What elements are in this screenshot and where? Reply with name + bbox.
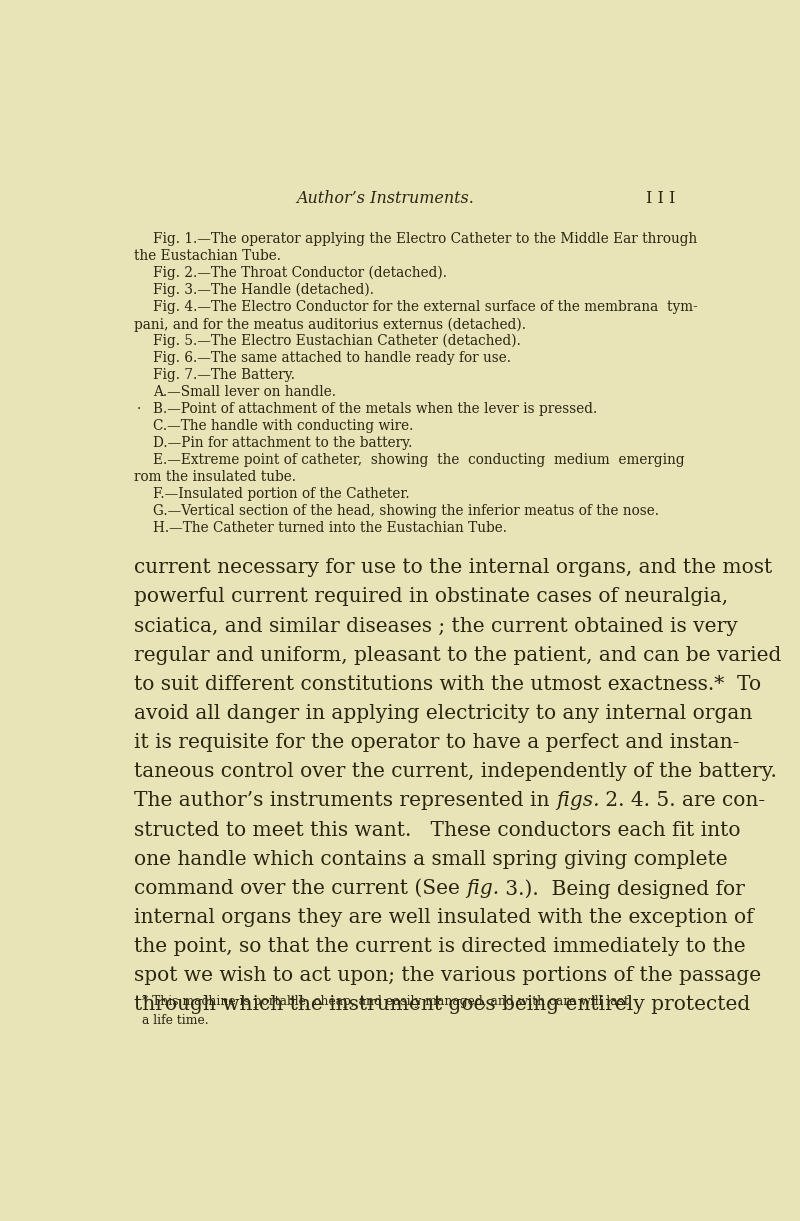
- Text: it is requisite for the operator to have a perfect and instan-: it is requisite for the operator to have…: [134, 733, 739, 752]
- Text: The author’s instruments represented in: The author’s instruments represented in: [134, 791, 556, 811]
- Text: A.—Small lever on handle.: A.—Small lever on handle.: [153, 385, 336, 399]
- Text: Fig. 4.—The Electro Conductor for the external surface of the membrana  tym-: Fig. 4.—The Electro Conductor for the ex…: [153, 300, 698, 314]
- Text: internal organs they are well insulated with the exception of: internal organs they are well insulated …: [134, 908, 754, 927]
- Text: a life time.: a life time.: [142, 1013, 209, 1027]
- Text: F.—Insulated portion of the Catheter.: F.—Insulated portion of the Catheter.: [153, 487, 410, 501]
- Text: Fig. 2.—The Throat Conductor (detached).: Fig. 2.—The Throat Conductor (detached).: [153, 266, 446, 281]
- Text: D.—Pin for attachment to the battery.: D.—Pin for attachment to the battery.: [153, 436, 412, 449]
- Text: Fig. 3.—The Handle (detached).: Fig. 3.—The Handle (detached).: [153, 283, 374, 297]
- Text: E.—Extreme point of catheter,  showing  the  conducting  medium  emerging: E.—Extreme point of catheter, showing th…: [153, 453, 684, 466]
- Text: fig.: fig.: [466, 879, 499, 897]
- Text: one handle which contains a small spring giving complete: one handle which contains a small spring…: [134, 850, 728, 869]
- Text: 3.).  Being designed for: 3.). Being designed for: [499, 879, 746, 899]
- Text: C.—The handle with conducting wire.: C.—The handle with conducting wire.: [153, 419, 413, 432]
- Text: 2. 4. 5. are con-: 2. 4. 5. are con-: [599, 791, 766, 811]
- Text: command over the current (See: command over the current (See: [134, 879, 466, 897]
- Text: H.—The Catheter turned into the Eustachian Tube.: H.—The Catheter turned into the Eustachi…: [153, 520, 506, 535]
- Text: * This machine is portable, cheap, and easily managed, and with care will last: * This machine is portable, cheap, and e…: [142, 995, 629, 1009]
- Text: ·: ·: [138, 402, 142, 416]
- Text: pani, and for the meatus auditorius externus (detached).: pani, and for the meatus auditorius exte…: [134, 317, 526, 332]
- Text: Author’s Instruments.: Author’s Instruments.: [296, 190, 474, 208]
- Text: powerful current required in obstinate cases of neuralgia,: powerful current required in obstinate c…: [134, 587, 728, 607]
- Text: rom the insulated tube.: rom the insulated tube.: [134, 470, 296, 484]
- Text: taneous control over the current, independently of the battery.: taneous control over the current, indepe…: [134, 762, 777, 781]
- Text: through which the instrument goes being entirely protected: through which the instrument goes being …: [134, 995, 750, 1015]
- Text: avoid all danger in applying electricity to any internal organ: avoid all danger in applying electricity…: [134, 705, 753, 723]
- Text: figs.: figs.: [556, 791, 599, 811]
- Text: current necessary for use to the internal organs, and the most: current necessary for use to the interna…: [134, 558, 772, 578]
- Text: Fig. 1.—The operator applying the Electro Catheter to the Middle Ear through: Fig. 1.—The operator applying the Electr…: [153, 232, 697, 245]
- Text: to suit different constitutions with the utmost exactness.*  To: to suit different constitutions with the…: [134, 675, 762, 694]
- Text: I I I: I I I: [646, 190, 675, 208]
- Text: Fig. 7.—The Battery.: Fig. 7.—The Battery.: [153, 368, 294, 382]
- Text: B.—Point of attachment of the metals when the lever is pressed.: B.—Point of attachment of the metals whe…: [153, 402, 597, 416]
- Text: Fig. 6.—The same attached to handle ready for use.: Fig. 6.—The same attached to handle read…: [153, 350, 510, 365]
- Text: sciatica, and similar diseases ; the current obtained is very: sciatica, and similar diseases ; the cur…: [134, 617, 738, 636]
- Text: G.—Vertical section of the head, showing the inferior meatus of the nose.: G.—Vertical section of the head, showing…: [153, 504, 658, 518]
- Text: spot we wish to act upon; the various portions of the passage: spot we wish to act upon; the various po…: [134, 966, 762, 985]
- Text: structed to meet this want.   These conductors each fit into: structed to meet this want. These conduc…: [134, 821, 741, 840]
- Text: regular and uniform, pleasant to the patient, and can be varied: regular and uniform, pleasant to the pat…: [134, 646, 782, 664]
- Text: the point, so that the current is directed immediately to the: the point, so that the current is direct…: [134, 938, 746, 956]
- Text: Fig. 5.—The Electro Eustachian Catheter (detached).: Fig. 5.—The Electro Eustachian Catheter …: [153, 335, 521, 348]
- Text: the Eustachian Tube.: the Eustachian Tube.: [134, 249, 281, 263]
